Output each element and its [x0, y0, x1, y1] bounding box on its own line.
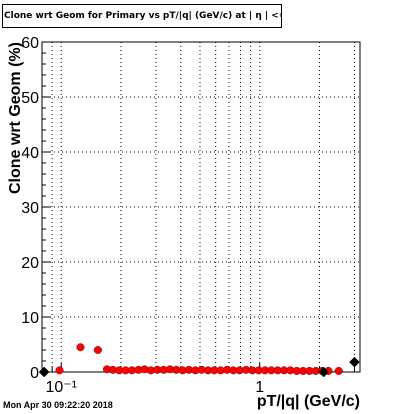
y-tick-label: 20 [21, 255, 39, 272]
x-tick-label: 10⁻¹ [45, 379, 77, 396]
data-point-primary [127, 366, 136, 375]
data-point-reference [349, 356, 360, 368]
y-tick-label: 40 [21, 145, 39, 162]
y-tick-label: 10 [21, 310, 39, 327]
chart-title: Clone wrt Geom for Primary vs pT/|q| (Ge… [2, 4, 282, 28]
y-tick-label: 60 [21, 35, 39, 52]
timestamp: Mon Apr 30 09:22:20 2018 [3, 400, 113, 410]
data-point-primary [76, 343, 85, 352]
data-point-reference [38, 366, 50, 378]
y-tick-label: 50 [21, 90, 39, 107]
y-axis-label: Clone wrt Geom (%) [7, 42, 24, 194]
data-point-reference [318, 366, 330, 378]
data-point-primary [334, 366, 343, 375]
y-tick-label: 0 [30, 365, 39, 382]
y-tick-label: 30 [21, 200, 39, 217]
x-axis-label: pT/|q| (GeV/c) [257, 393, 360, 410]
data-point-primary [55, 366, 64, 375]
data-point-primary [93, 346, 102, 354]
plot-frame [41, 41, 361, 373]
x-tick-label: 1 [255, 379, 264, 396]
